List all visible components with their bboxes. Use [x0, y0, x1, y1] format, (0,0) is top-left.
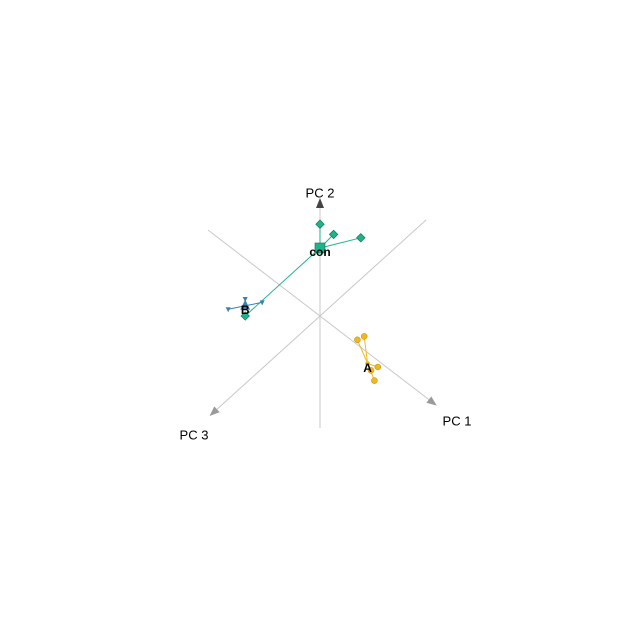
- points-layer: [225, 219, 382, 384]
- link-b-2: [245, 301, 263, 307]
- group-label-b: B: [241, 303, 250, 317]
- centroid-b: [240, 299, 251, 310]
- link-a-0: [363, 336, 369, 364]
- point-b-1: [225, 307, 231, 313]
- link-con-3: [244, 247, 321, 317]
- axis-label-pc1: PC 1: [443, 413, 472, 428]
- axis-arrow-pc3: [209, 406, 220, 417]
- point-a-3: [367, 367, 375, 374]
- group-label-con: con: [309, 245, 330, 259]
- labels-layer: PC 1 PC 2 PC 3 con B A: [180, 185, 472, 442]
- centroid-con: [314, 242, 326, 254]
- point-con-1: [328, 229, 339, 240]
- centroid-a: [365, 361, 371, 367]
- group-label-a: A: [363, 361, 372, 375]
- axis-line-pc3: [213, 219, 427, 413]
- link-con-2: [319, 237, 361, 249]
- point-a-1: [354, 336, 361, 344]
- axes-layer: [207, 198, 437, 428]
- axis-arrow-pc2: [316, 198, 324, 208]
- point-a-0: [360, 333, 368, 340]
- point-b-2: [259, 300, 265, 306]
- point-con-3: [240, 311, 250, 321]
- point-a-2: [374, 363, 382, 371]
- link-a-1: [356, 339, 369, 364]
- point-b-0: [242, 297, 248, 302]
- point-con-2: [356, 233, 366, 243]
- axis-label-pc3: PC 3: [180, 427, 209, 442]
- point-con-0: [315, 219, 325, 229]
- axis-arrow-pc1: [426, 396, 437, 406]
- point-a-4: [371, 377, 378, 384]
- axis-label-pc2: PC 2: [306, 185, 335, 200]
